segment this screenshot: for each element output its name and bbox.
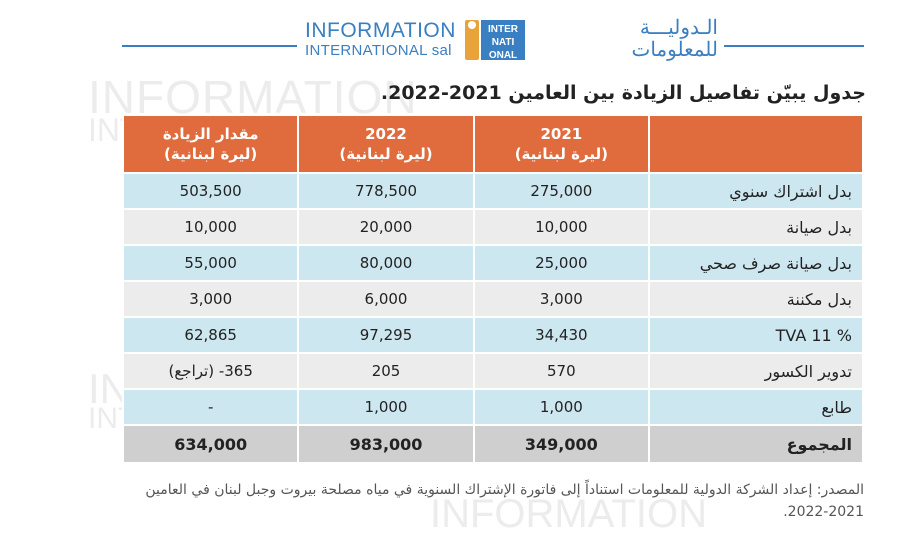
header-cell-2021: 2021 (ليرة لبنانية) — [472, 114, 651, 174]
row-label: بدل مكننة — [648, 280, 864, 318]
cell-2021: 570 — [472, 352, 651, 390]
table-header-row: 2021 (ليرة لبنانية) 2022 (ليرة لبنانية) … — [121, 114, 864, 174]
cell-increase: 55,000 — [121, 244, 300, 282]
total-2022: 983,000 — [297, 424, 475, 464]
header-cell-2022: 2022 (ليرة لبنانية) — [297, 114, 475, 174]
table-row: بدل صيانة صرف صحي 25,000 80,000 55,000 — [121, 244, 864, 282]
header-2022-line2: (ليرة لبنانية) — [339, 145, 433, 163]
cell-2022: 1,000 — [297, 388, 475, 426]
cell-2022: 80,000 — [297, 244, 475, 282]
header-cell-increase: مقدار الزيادة (ليرة لبنانية) — [121, 114, 300, 174]
cell-2021: 1,000 — [472, 388, 651, 426]
table-row: طابع 1,000 1,000 - — [121, 388, 864, 426]
cell-increase: 10,000 — [121, 208, 300, 246]
row-label: بدل صيانة صرف صحي — [648, 244, 864, 282]
page-title: جدول يبيّن تفاصيل الزيادة بين العامين 20… — [380, 82, 866, 104]
cell-increase: 3,000 — [121, 280, 300, 318]
row-label: TVA 11 % — [648, 316, 864, 354]
row-label: تدوير الكسور — [648, 352, 864, 390]
logo-english: INFORMATION INTERNATIONAL sal — [305, 20, 456, 58]
cell-2021: 275,000 — [472, 172, 651, 210]
cell-increase: 365- (تراجع) — [121, 352, 300, 390]
total-increase: 634,000 — [121, 424, 300, 464]
table-row: TVA 11 % 34,430 97,295 62,865 — [121, 316, 864, 354]
increase-table: 2021 (ليرة لبنانية) 2022 (ليرة لبنانية) … — [121, 114, 864, 464]
header-increase-line2: (ليرة لبنانية) — [164, 145, 258, 163]
cell-2022: 6,000 — [297, 280, 475, 318]
table-total-row: المجموع 349,000 983,000 634,000 — [121, 424, 864, 464]
logo-arabic-line2: للمعلومات — [631, 37, 718, 61]
header-2022-line1: 2022 — [365, 125, 407, 143]
cell-increase: 62,865 — [121, 316, 300, 354]
header-rule-left — [122, 45, 297, 47]
table-row: تدوير الكسور 570 205 365- (تراجع) — [121, 352, 864, 390]
total-label: المجموع — [648, 424, 864, 464]
header-increase-line1: مقدار الزيادة — [162, 125, 259, 143]
header-2021-line2: (ليرة لبنانية) — [514, 145, 608, 163]
row-label: بدل اشتراك سنوي — [648, 172, 864, 210]
header-2021-line1: 2021 — [540, 125, 583, 143]
table-row: بدل صيانة 10,000 20,000 10,000 — [121, 208, 864, 246]
logo-arabic-line1: الـدوليـــة — [639, 15, 718, 39]
cell-2022: 205 — [297, 352, 475, 390]
cell-2022: 778,500 — [297, 172, 475, 210]
header-rule-right — [724, 45, 864, 47]
row-label: بدل صيانة — [648, 208, 864, 246]
cell-2022: 20,000 — [297, 208, 475, 246]
cell-2021: 25,000 — [472, 244, 651, 282]
total-2021: 349,000 — [472, 424, 651, 464]
cell-2021: 34,430 — [472, 316, 651, 354]
source-note: المصدر: إعداد الشركة الدولية للمعلومات ا… — [145, 482, 864, 520]
table-row: بدل اشتراك سنوي 275,000 778,500 503,500 — [121, 172, 864, 210]
cell-2021: 10,000 — [472, 208, 651, 246]
logo-english-line1: INFORMATION — [305, 19, 456, 42]
row-label: طابع — [648, 388, 864, 426]
table-row: بدل مكننة 3,000 6,000 3,000 — [121, 280, 864, 318]
logo-mark-icon: INTER NATI ONAL — [465, 20, 525, 61]
cell-increase: - — [121, 388, 300, 426]
svg-text:NATI: NATI — [492, 37, 515, 48]
svg-text:INTER: INTER — [488, 24, 519, 35]
header-cell-label — [648, 114, 864, 174]
logo-arabic: الـدوليـــة للمعلومات — [528, 16, 718, 60]
svg-text:ONAL: ONAL — [489, 50, 517, 61]
cell-increase: 503,500 — [121, 172, 300, 210]
cell-2021: 3,000 — [472, 280, 651, 318]
cell-2022: 97,295 — [297, 316, 475, 354]
logo-english-line2: INTERNATIONAL sal — [305, 42, 452, 59]
